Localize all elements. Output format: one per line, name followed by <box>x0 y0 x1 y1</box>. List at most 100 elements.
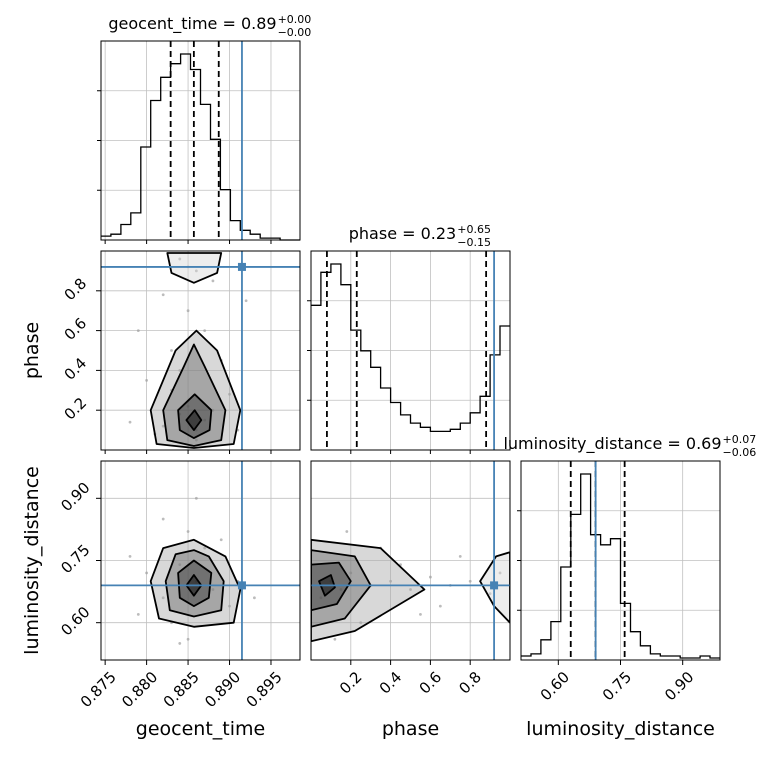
sample-point <box>228 392 231 396</box>
sample-point <box>409 588 412 591</box>
histogram-phase <box>311 263 510 433</box>
x-axis-label-geocent_time: geocent_time <box>136 718 265 740</box>
title-upper-error: +0.00 <box>278 13 312 26</box>
sample-point <box>228 604 231 608</box>
marginal-panel-phase: phase = 0.23 +0.65−0.15 <box>307 223 511 451</box>
sample-point <box>211 408 215 412</box>
x-tick-label: 0.890 <box>201 668 244 711</box>
y-tick-label: 0.2 <box>61 394 91 424</box>
sample-point <box>252 596 256 600</box>
sample-point <box>170 349 173 352</box>
sample-point <box>178 642 182 645</box>
sample-point <box>145 378 149 382</box>
sample-point <box>488 592 492 596</box>
contour-line <box>311 549 372 628</box>
x-tick-label: 0.4 <box>376 668 406 698</box>
truth-marker <box>490 581 499 590</box>
x-tick-label: 0.6 <box>416 668 446 698</box>
x-axis-label-luminosity_distance: luminosity_distance <box>526 718 715 740</box>
contour-line <box>177 559 213 607</box>
sample-point <box>128 554 132 558</box>
x-tick-label: 0.75 <box>599 668 635 704</box>
sample-point <box>186 309 190 313</box>
title-lower-error: −0.15 <box>457 236 491 249</box>
panel-title-geocent_time: geocent_time = 0.89 <box>108 14 276 34</box>
sample-point <box>161 596 165 600</box>
joint-content <box>101 461 300 660</box>
sample-point <box>339 588 343 591</box>
sample-point <box>244 299 248 303</box>
sample-point <box>194 496 198 500</box>
sample-point <box>319 596 323 600</box>
sample-point <box>194 269 198 273</box>
sample-point <box>419 612 422 616</box>
density-fill <box>178 394 212 439</box>
sample-point <box>178 563 182 567</box>
panel-title-phase: phase = 0.23 <box>349 224 456 243</box>
sample-point <box>389 579 392 583</box>
contour-line <box>149 329 242 449</box>
title-upper-error: +0.07 <box>723 433 757 446</box>
sample-point <box>345 530 349 533</box>
joint-panel-geocent_time-luminosity_distance <box>100 460 301 661</box>
sample-point <box>136 329 140 332</box>
sample-point <box>136 612 140 616</box>
x-tick-label: 0.60 <box>537 668 573 704</box>
x-axis-label-phase: phase <box>382 718 439 740</box>
x-tick-label: 0.8 <box>455 668 485 698</box>
density-fill <box>311 550 371 627</box>
contour-line <box>311 561 352 612</box>
title-upper-error: +0.65 <box>457 223 491 236</box>
sample-point <box>194 438 198 442</box>
x-tick-label: 0.885 <box>160 668 203 711</box>
sample-point <box>203 546 207 550</box>
contour-line <box>177 393 213 440</box>
y-tick-label: 0.60 <box>57 603 93 639</box>
sample-point <box>194 428 198 432</box>
sample-point <box>498 571 502 575</box>
marginal-panel-luminosity_distance: luminosity_distance = 0.69 +0.07−0.06 <box>503 433 757 661</box>
sample-point <box>203 329 207 332</box>
y-tick-label: 0.90 <box>57 479 93 515</box>
contour-line <box>149 538 242 628</box>
y-tick-label: 0.75 <box>57 541 93 577</box>
x-tick-label: 0.880 <box>118 668 161 711</box>
joint-content <box>101 251 300 450</box>
title-lower-error: −0.06 <box>723 446 757 459</box>
x-tick-label: 0.2 <box>336 668 366 698</box>
sample-point <box>429 575 432 579</box>
joint-content <box>311 461 510 660</box>
sample-point <box>438 604 442 608</box>
sample-point <box>468 579 472 583</box>
marginal-panel-geocent_time: geocent_time = 0.89 +0.00−0.00 <box>97 13 312 241</box>
density-fill <box>165 550 224 617</box>
contour-line <box>185 574 203 597</box>
joint-frame <box>100 250 301 451</box>
y-tick-label: 0.4 <box>61 354 91 384</box>
histogram-luminosity_distance <box>521 473 720 659</box>
sample-point <box>178 369 182 372</box>
contour-line <box>311 538 426 643</box>
x-tick-label: 0.895 <box>243 668 286 711</box>
y-axis-label-luminosity_distance: luminosity_distance <box>21 466 43 655</box>
x-tick-label: 0.875 <box>77 668 120 711</box>
sample-point <box>211 279 215 283</box>
joint-frame <box>310 460 511 661</box>
sample-point <box>186 530 190 533</box>
sample-point <box>178 257 182 261</box>
sample-point <box>145 571 149 575</box>
truth-marker <box>237 262 246 271</box>
density-fill <box>311 562 351 611</box>
sample-point <box>211 588 215 591</box>
sample-point <box>458 554 462 558</box>
sample-point <box>186 637 190 641</box>
sample-point <box>161 517 165 521</box>
contour-line <box>162 343 227 447</box>
sample-point <box>219 538 223 542</box>
sample-point <box>359 621 363 625</box>
title-lower-error: −0.00 <box>278 26 312 39</box>
truth-marker <box>237 581 246 590</box>
density-fill <box>150 330 241 448</box>
sample-point <box>329 579 333 583</box>
